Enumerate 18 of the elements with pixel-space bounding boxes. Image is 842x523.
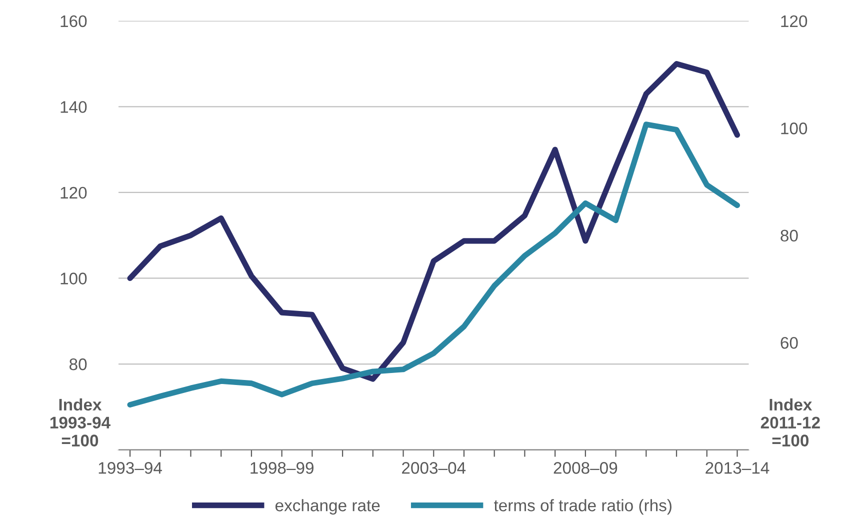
y-tick-label: 80 [70, 358, 87, 370]
y2-tick-label: 80 [780, 230, 798, 242]
x-tick-label: 2013–14 [706, 462, 770, 474]
y2-tick-label: 60 [780, 336, 798, 349]
y2-tick-label: 100 [781, 122, 808, 134]
legend-label: terms of trade ratio (rhs) [494, 499, 672, 515]
legend-label: exchange rate [275, 499, 380, 515]
y-tick-label: 120 [60, 186, 87, 199]
y2-tick-label: 120 [781, 15, 808, 28]
y-tick-label: 160 [60, 15, 87, 28]
y2-axis-title: Index 2011-12 =100 [760, 398, 820, 446]
x-tick-label: 1993–94 [98, 462, 162, 474]
y-tick-label: 100 [60, 272, 87, 284]
x-tick-label: 1998–99 [250, 462, 314, 474]
y-axis-title: Index 1993-94 =100 [50, 398, 110, 446]
y-tick-label: 140 [60, 101, 87, 113]
x-tick-label: 2003–04 [402, 462, 466, 474]
x-tick-label: 2008–09 [554, 462, 618, 474]
